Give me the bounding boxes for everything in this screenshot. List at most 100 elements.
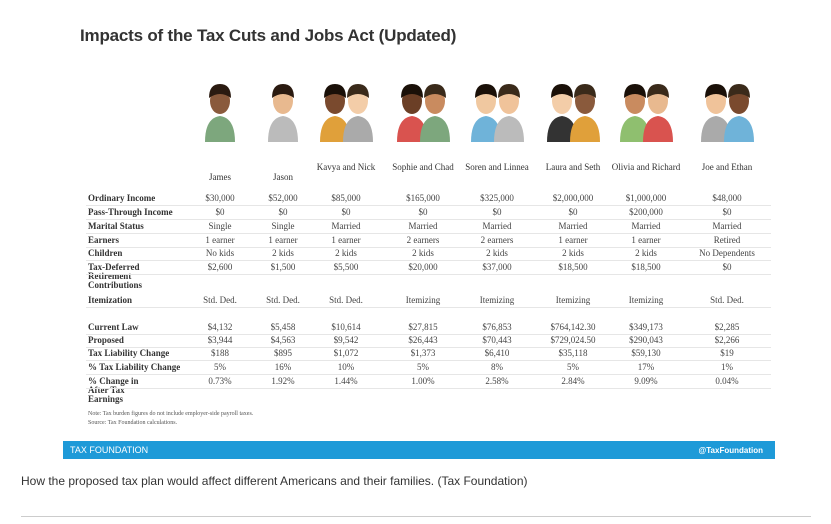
cell: 1 earner	[205, 235, 235, 245]
cell: 17%	[637, 362, 655, 372]
cell: 2 kids	[486, 248, 508, 258]
cell: $0	[722, 262, 732, 272]
row-label: Earners	[88, 235, 119, 245]
figure-part	[205, 116, 235, 142]
row-separator	[86, 388, 771, 389]
row-label: % Tax Liability Change	[88, 362, 181, 372]
cell: $70,443	[482, 335, 512, 345]
figure-part	[547, 116, 577, 142]
cell: Itemizing	[628, 295, 664, 305]
cell: $188	[211, 348, 229, 358]
cell: 2 kids	[335, 248, 357, 258]
person-name: Laura and Seth	[545, 162, 601, 172]
figure-part	[420, 116, 450, 142]
figure-part	[475, 84, 497, 98]
row-label: Proposed	[88, 335, 124, 345]
cell: Married	[712, 221, 742, 231]
row-separator	[86, 374, 771, 375]
caption: How the proposed tax plan would affect d…	[21, 474, 528, 488]
cell: $1,373	[410, 348, 436, 358]
cell: 2 kids	[562, 248, 584, 258]
cell: $290,043	[629, 335, 663, 345]
row-separator	[86, 347, 771, 348]
row-label: Pass-Through Income	[88, 207, 173, 217]
row-label: % Change in After Tax Earnings	[88, 376, 139, 404]
handle: @TaxFoundation	[698, 446, 763, 455]
figure-part	[324, 84, 346, 98]
figure-part	[343, 116, 373, 142]
row-label: Itemization	[88, 295, 132, 305]
figure-part	[347, 84, 369, 98]
cell: $9,542	[333, 335, 359, 345]
figure-part	[320, 116, 350, 142]
person-name: Soren and Linnea	[465, 162, 529, 172]
row-label: Children	[88, 248, 123, 258]
title: Impacts of the Tax Cuts and Jobs Act (Up…	[80, 26, 457, 45]
figure-part	[724, 116, 754, 142]
cell: 2.84%	[561, 376, 585, 386]
cell: 2 kids	[635, 248, 657, 258]
cell: $5,458	[270, 322, 296, 332]
cell: No Dependents	[699, 248, 755, 258]
person-name: Kavya and Nick	[316, 162, 376, 172]
divider	[21, 516, 811, 517]
cell: $0	[568, 207, 578, 217]
cell: $200,000	[629, 207, 663, 217]
cell: 2 kids	[412, 248, 434, 258]
row-separator	[86, 307, 771, 308]
cell: Single	[271, 221, 295, 231]
cell: $10,614	[331, 322, 361, 332]
cell: $6,410	[484, 348, 510, 358]
cell: 0.73%	[208, 376, 232, 386]
row-separator	[86, 334, 771, 335]
cell: $26,443	[408, 335, 438, 345]
person-name: Joe and Ethan	[701, 162, 753, 172]
cell: $4,563	[270, 335, 296, 345]
cell: 1 earner	[268, 235, 298, 245]
row-separator	[86, 260, 771, 261]
figure-part	[728, 84, 750, 98]
cell: $729,024.50	[550, 335, 596, 345]
row-separator	[86, 205, 771, 206]
cell: $2,266	[714, 335, 740, 345]
cell: Std. Ded.	[203, 295, 237, 305]
cell: $1,500	[270, 262, 296, 272]
brand: TAX FOUNDATION	[70, 445, 149, 455]
cell: Single	[208, 221, 232, 231]
row-label: Ordinary Income	[88, 193, 156, 203]
figure-part	[471, 116, 501, 142]
figure-part	[701, 116, 731, 142]
cell: Married	[482, 221, 512, 231]
footer-bar	[63, 441, 775, 459]
cell: $165,000	[406, 193, 440, 203]
cell: $3,944	[207, 335, 233, 345]
cell: Itemizing	[405, 295, 441, 305]
cell: $48,000	[712, 193, 742, 203]
figure-part	[551, 84, 573, 98]
cell: 9.09%	[634, 376, 658, 386]
figure-part	[272, 84, 294, 98]
cell: 1 earner	[558, 235, 588, 245]
figure-part	[574, 84, 596, 98]
row-label: Tax Liability Change	[88, 348, 170, 358]
cell: Std. Ded.	[710, 295, 744, 305]
cell: 16%	[274, 362, 292, 372]
cell: $0	[215, 207, 225, 217]
cell: No kids	[205, 248, 235, 258]
cell: $18,500	[558, 262, 588, 272]
row-separator	[86, 233, 771, 234]
person-name: Olivia and Richard	[611, 162, 681, 172]
cell: $0	[492, 207, 502, 217]
cell: $349,173	[629, 322, 663, 332]
cell: 10%	[337, 362, 355, 372]
cell: $85,000	[331, 193, 361, 203]
cell: $1,000,000	[625, 193, 667, 203]
figure-part	[705, 84, 727, 98]
note: Note: Tax burden figures do not include …	[88, 411, 254, 417]
row-separator	[86, 219, 771, 220]
cell: $0	[278, 207, 288, 217]
cell: $37,000	[482, 262, 512, 272]
cell: 2 kids	[272, 248, 294, 258]
figure-part	[647, 84, 669, 98]
cell: 1 earner	[331, 235, 361, 245]
